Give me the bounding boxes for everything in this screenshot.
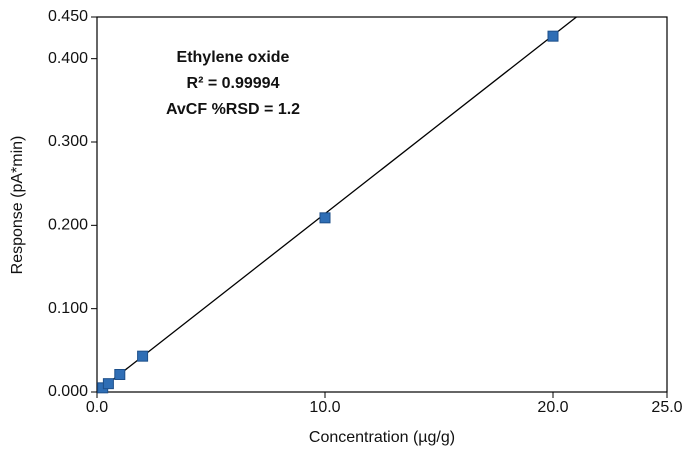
y-tick-label: 0.000 [48,383,88,400]
data-point [114,369,126,380]
x-tick-label: 0.0 [86,399,108,416]
data-point [547,30,559,42]
y-axis-label: Response (pA*min) [9,136,26,275]
data-point [319,212,331,224]
x-tick-label: 10.0 [309,399,340,416]
x-tick-label: 20.0 [537,399,568,416]
plot-frame [96,16,668,393]
annotation: Ethylene oxide [177,49,290,66]
y-tick-label: 0.100 [48,300,88,317]
data-point [102,378,114,390]
data-point [137,350,149,362]
x-tick-label: 25.0 [651,399,682,416]
annotation: AvCF %RSD = 1.2 [166,101,300,118]
y-tick-label: 0.300 [48,133,88,150]
y-tick-label: 0.450 [48,8,88,25]
plot-area [97,17,578,392]
x-axis-label: Concentration (µg/g) [309,429,455,446]
y-tick-label: 0.200 [48,217,88,234]
annotation: R² = 0.99994 [187,75,280,92]
y-tick-label: 0.400 [48,50,88,67]
fit-line [97,17,578,392]
